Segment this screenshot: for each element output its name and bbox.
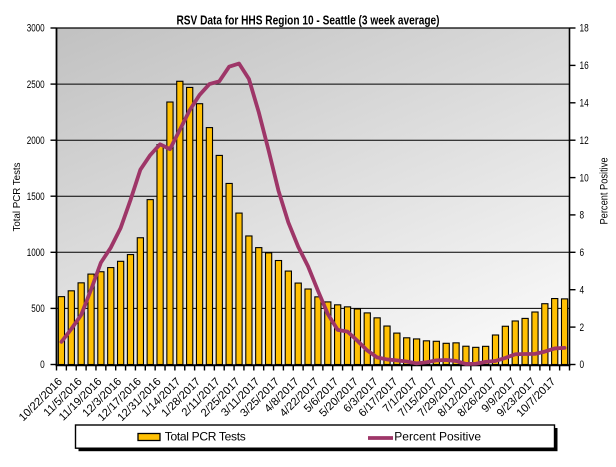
- svg-text:2: 2: [580, 322, 585, 334]
- svg-text:0: 0: [40, 359, 45, 371]
- svg-text:16: 16: [580, 60, 589, 72]
- svg-text:0: 0: [580, 359, 585, 371]
- svg-text:8: 8: [580, 210, 585, 222]
- svg-text:10: 10: [580, 172, 589, 184]
- svg-text:2500: 2500: [27, 79, 45, 91]
- svg-text:Percent Positive: Percent Positive: [394, 429, 481, 443]
- svg-text:6: 6: [580, 247, 585, 259]
- svg-text:2000: 2000: [27, 135, 45, 147]
- svg-text:18: 18: [580, 23, 589, 35]
- svg-text:4: 4: [580, 284, 585, 296]
- svg-text:500: 500: [31, 303, 45, 315]
- svg-text:3000: 3000: [27, 23, 45, 35]
- svg-text:1000: 1000: [27, 247, 45, 259]
- svg-text:12: 12: [580, 135, 589, 147]
- svg-text:Total PCR Tests: Total PCR Tests: [165, 429, 246, 443]
- svg-text:RSV Data for HHS Region 10 - S: RSV Data for HHS Region 10 - Seattle (3 …: [177, 13, 440, 28]
- svg-text:1500: 1500: [27, 191, 45, 203]
- svg-text:14: 14: [580, 98, 589, 110]
- svg-text:Percent Positive: Percent Positive: [599, 158, 611, 225]
- svg-text:Total PCR Tests: Total PCR Tests: [11, 163, 23, 232]
